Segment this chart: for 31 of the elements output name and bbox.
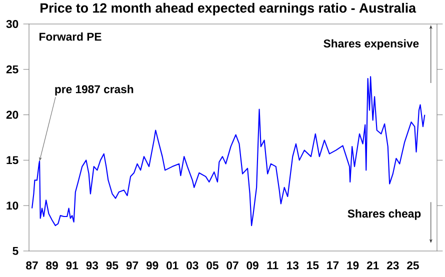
x-tick-label: 21: [366, 261, 379, 270]
x-tick-label: 15: [307, 261, 319, 270]
annotation: Shares cheap: [348, 209, 421, 220]
x-tick-label: 07: [226, 261, 238, 270]
x-tick-label: 09: [246, 261, 258, 270]
y-tick-label: 10: [6, 202, 18, 210]
x-tick-label: 95: [106, 261, 118, 270]
x-tick-label: 03: [186, 261, 198, 270]
x-tick-label: 97: [126, 261, 138, 270]
x-tick-label: 01: [166, 261, 178, 270]
y-tick-label: 20: [6, 110, 18, 119]
x-tick-label: 89: [46, 261, 58, 270]
x-tick-label: 87: [26, 261, 38, 270]
y-tick-label: 5: [12, 247, 18, 255]
y-tick-label: 25: [6, 65, 18, 74]
x-tick-label: 91: [66, 261, 78, 270]
annotation: Forward PE: [40, 32, 102, 41]
x-tick-label: 93: [86, 261, 98, 270]
x-tick-label: 99: [146, 261, 158, 270]
y-tick-label: 30: [6, 20, 18, 28]
x-tick-label: 11: [267, 261, 278, 270]
x-tick-label: 25: [407, 261, 419, 270]
annotation: Shares expensive: [324, 39, 419, 50]
x-tick-label: 17: [327, 261, 339, 270]
y-tick-label: 15: [6, 156, 18, 164]
chart-title: Price to 12 month ahead expected earnings ratio - Australia: [40, 2, 416, 16]
x-tick-label: 19: [347, 261, 359, 270]
x-tick-label: 23: [386, 261, 399, 270]
x-tick-label: 13: [287, 261, 299, 270]
annotation: pre 1987 crash: [55, 84, 134, 96]
x-tick-label: 05: [206, 261, 218, 270]
